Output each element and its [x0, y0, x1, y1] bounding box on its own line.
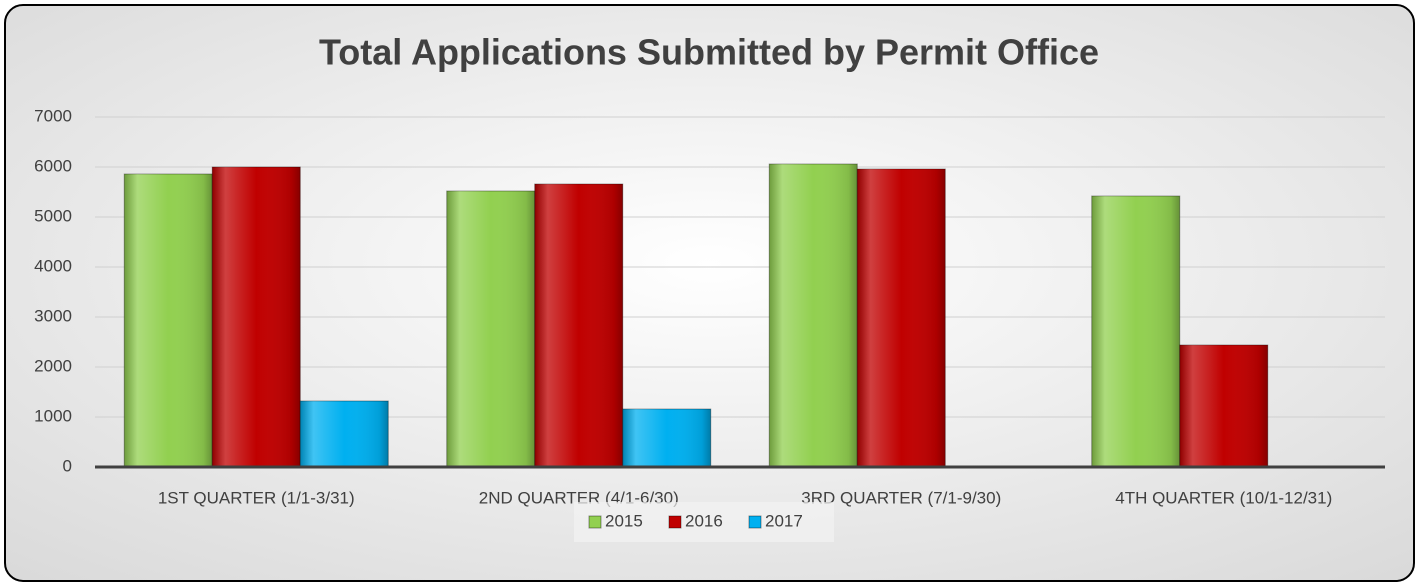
x-tick-label: 4TH QUARTER (10/1-12/31)	[1115, 488, 1332, 507]
y-tick-label: 2000	[34, 356, 72, 375]
y-tick-label: 3000	[34, 306, 72, 325]
chart-title: Total Applications Submitted by Permit O…	[319, 32, 1099, 73]
bar	[1091, 195, 1181, 468]
legend-label: 2015	[605, 511, 643, 530]
bar	[768, 163, 858, 468]
y-tick-label: 1000	[34, 406, 72, 425]
y-tick-label: 5000	[34, 206, 72, 225]
bar	[446, 190, 536, 468]
bar	[299, 400, 389, 468]
y-tick-label: 0	[63, 456, 72, 475]
bar	[211, 166, 301, 468]
legend-swatch	[668, 515, 682, 529]
legend-box	[574, 502, 834, 542]
legend-swatch	[748, 515, 762, 529]
bar	[1179, 344, 1269, 468]
y-tick-label: 7000	[34, 106, 72, 125]
bar	[534, 183, 624, 468]
y-tick-label: 6000	[34, 156, 72, 175]
bar	[856, 168, 946, 468]
y-tick-label: 4000	[34, 256, 72, 275]
bar	[622, 408, 712, 468]
x-tick-label: 3RD QUARTER (7/1-9/30)	[801, 488, 1001, 507]
legend-label: 2016	[685, 511, 723, 530]
legend-label: 2017	[765, 511, 803, 530]
legend-swatch	[588, 515, 602, 529]
bar	[123, 173, 213, 468]
x-tick-label: 1ST QUARTER (1/1-3/31)	[158, 488, 355, 507]
